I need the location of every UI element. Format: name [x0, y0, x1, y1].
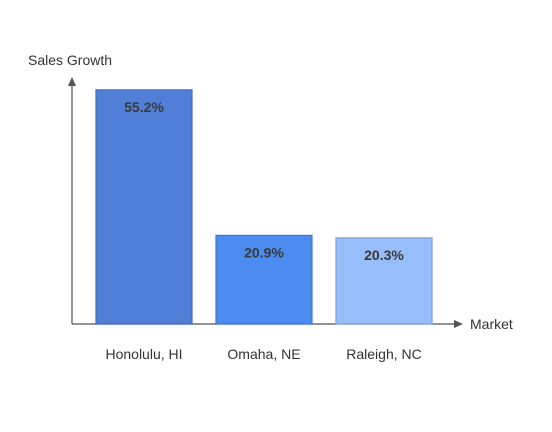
bar-3 [335, 237, 433, 325]
bars-group [95, 89, 433, 325]
tick-labels-group: Honolulu, HI Omaha, NE Raleigh, NC [105, 346, 421, 362]
data-label-2: 20.9% [244, 244, 284, 260]
x-axis-title: Market [470, 316, 513, 332]
x-tick-label-2: Omaha, NE [227, 346, 300, 362]
bar-2 [215, 234, 313, 325]
x-tick-label-1: Honolulu, HI [105, 346, 182, 362]
y-axis-arrow [68, 77, 76, 86]
x-axis-arrow [454, 320, 463, 328]
data-label-1: 55.2% [124, 99, 164, 115]
data-label-3: 20.3% [364, 247, 404, 263]
bar-1 [95, 89, 193, 325]
y-axis-title: Sales Growth [28, 52, 112, 68]
x-tick-label-3: Raleigh, NC [346, 346, 421, 362]
data-labels-group: 55.2% 20.9% 20.3% [124, 99, 404, 263]
